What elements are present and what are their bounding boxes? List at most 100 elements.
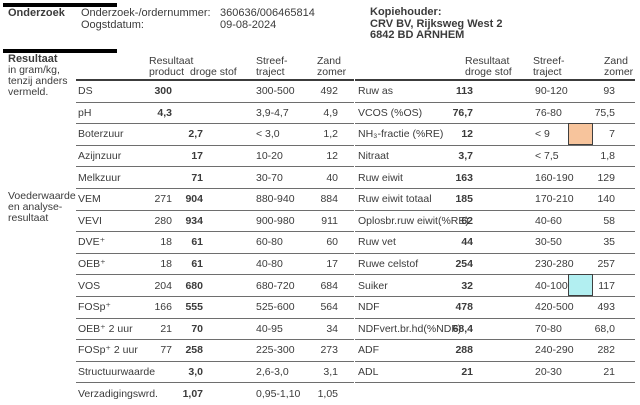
product-value: 300: [154, 85, 172, 98]
range-flag-marker: [568, 274, 593, 296]
table-row: ADF 288 240-290 282: [355, 340, 635, 362]
table-row: Azijnzuur 17 10-20 12: [76, 146, 354, 168]
droge-stof-value: 76,7: [452, 106, 473, 119]
table-row: Ruw eiwit totaal 185 170-210 140: [355, 189, 635, 211]
zand-zomer-value: 684: [320, 279, 338, 292]
zand-zomer-value: 140: [597, 193, 615, 206]
section-bar: [3, 49, 117, 53]
row-label: Melkzuur: [78, 171, 121, 184]
table-row: ADL 21 20-30 21: [355, 362, 635, 384]
table-header-rule: [355, 79, 635, 81]
right-results-table: Ruw as 113 90-120 93 VCOS (%OS) 76,7 76-80 75,5…: [355, 81, 635, 384]
droge-stof-value: 934: [185, 214, 203, 227]
zand-zomer-value: 564: [320, 301, 338, 314]
table-row: pH 4,3 3,9-4,7 4,9: [76, 103, 354, 125]
zand-zomer-value: 3,1: [323, 366, 338, 379]
column-header-traject: traject: [533, 66, 562, 78]
streef-traject-value: 90-120: [535, 85, 568, 98]
droge-stof-value: 3,7: [458, 150, 473, 163]
zand-zomer-value: 257: [597, 258, 615, 271]
droge-stof-value: 61: [191, 236, 203, 249]
streef-traject-value: 70-80: [535, 322, 562, 335]
row-label: VOS: [78, 279, 101, 292]
droge-stof-value: 680: [185, 279, 203, 292]
table-row: Ruw vet 44 30-50 35: [355, 232, 635, 254]
droge-stof-value: 904: [185, 193, 203, 206]
table-row: DS 300 300-500 492: [76, 81, 354, 103]
zand-zomer-value: 7: [609, 128, 615, 141]
zand-zomer-value: 492: [320, 85, 338, 98]
zand-zomer-value: 34: [326, 322, 338, 335]
zand-zomer-value: 12: [326, 150, 338, 163]
droge-stof-value: 258: [185, 344, 203, 357]
sidebar-note-line: resultaat: [8, 212, 49, 224]
streef-traject-value: 40-100: [535, 279, 568, 292]
row-label: OEB⁺ 2 uur: [78, 322, 133, 335]
zand-zomer-value: 40: [326, 171, 338, 184]
table-row: VCOS (%OS) 76,7 76-80 75,5: [355, 103, 635, 125]
streef-traject-value: 680-720: [256, 279, 295, 292]
section-bar: [3, 3, 117, 7]
zand-zomer-value: 884: [320, 193, 338, 206]
unit-note-line: in gram/kg,: [8, 64, 60, 76]
product-value: 280: [154, 214, 172, 227]
column-header-zand: Zand: [604, 55, 628, 67]
droge-stof-value: 32: [461, 279, 473, 292]
column-header-resultaat: Resultaat: [149, 55, 194, 67]
table-row: Structuurwaarde 3,0 2,6-3,0 3,1: [76, 362, 354, 384]
streef-traject-value: 230-280: [535, 258, 574, 271]
zand-zomer-value: 911: [321, 214, 338, 227]
product-value: 204: [154, 279, 172, 292]
zand-zomer-value: 93: [603, 85, 615, 98]
zand-zomer-value: 493: [597, 301, 615, 314]
streef-traject-value: 30-70: [256, 171, 283, 184]
streef-traject-value: 3,9-4,7: [256, 106, 289, 119]
table-row: VOS 204 680 680-720 684: [76, 275, 354, 297]
copyholder-block: Kopiehouder: CRV BV, Rijksweg West 2 684…: [370, 6, 502, 42]
droge-stof-value: 1,07: [182, 388, 203, 401]
streef-traject-value: 240-290: [535, 344, 574, 357]
row-label: ADL: [358, 366, 379, 379]
zand-zomer-value: 58: [603, 214, 615, 227]
copyholder-label: Kopiehouder:: [370, 6, 442, 18]
droge-stof-value: 68,4: [452, 322, 473, 335]
column-header-resultaat: Resultaat: [465, 55, 510, 67]
droge-stof-value: 163: [455, 171, 473, 184]
table-row: OEB⁺ 18 61 40-80 17: [76, 254, 354, 276]
column-header-zomer: zomer: [604, 66, 634, 78]
table-row: NDFvert.br.hd(%NDF) 68,4 70-80 68,0: [355, 319, 635, 341]
column-header-droge-stof: droge stof: [190, 66, 237, 78]
zand-zomer-value: 21: [603, 366, 615, 379]
streef-traject-value: 40-95: [256, 322, 283, 335]
row-label: NH₃-fractie (%RE): [358, 128, 444, 141]
zand-zomer-value: 35: [603, 236, 615, 249]
row-label: pH: [78, 106, 92, 119]
row-label: VEVI: [78, 214, 102, 227]
droge-stof-value: 185: [455, 193, 473, 206]
zand-zomer-value: 1,2: [323, 128, 338, 141]
row-label: NDFvert.br.hd(%NDF): [358, 322, 462, 335]
table-row: Nitraat 3,7 < 7,5 1,8: [355, 146, 635, 168]
range-flag-marker: [568, 123, 593, 145]
row-label: Azijnzuur: [78, 150, 122, 163]
row-label: ADF: [358, 344, 379, 357]
droge-stof-value: 478: [455, 301, 473, 314]
droge-stof-value: 21: [461, 366, 473, 379]
row-label: Ruw vet: [358, 236, 396, 249]
table-row: NDF 478 420-500 493: [355, 297, 635, 319]
row-label: Oplosbr.ruw eiwit(%RE): [358, 214, 469, 227]
row-label: DS: [78, 85, 93, 98]
zand-zomer-value: 68,0: [594, 322, 615, 335]
table-row: Ruw as 113 90-120 93: [355, 81, 635, 103]
table-row: DVE⁺ 18 61 60-80 60: [76, 232, 354, 254]
order-number-label: Onderzoek-/ordernummer:: [81, 7, 211, 19]
droge-stof-value: 70: [191, 322, 203, 335]
product-value: 271: [154, 193, 172, 206]
streef-traject-value: 2,6-3,0: [256, 366, 289, 379]
product-value: 166: [154, 301, 172, 314]
table-row: Ruwe celstof 254 230-280 257: [355, 254, 635, 276]
row-label: Verzadigingswrd.: [78, 388, 158, 401]
unit-note: in gram/kg, tenzij anders vermeld.: [8, 65, 68, 98]
streef-traject-value: 300-500: [256, 85, 295, 98]
